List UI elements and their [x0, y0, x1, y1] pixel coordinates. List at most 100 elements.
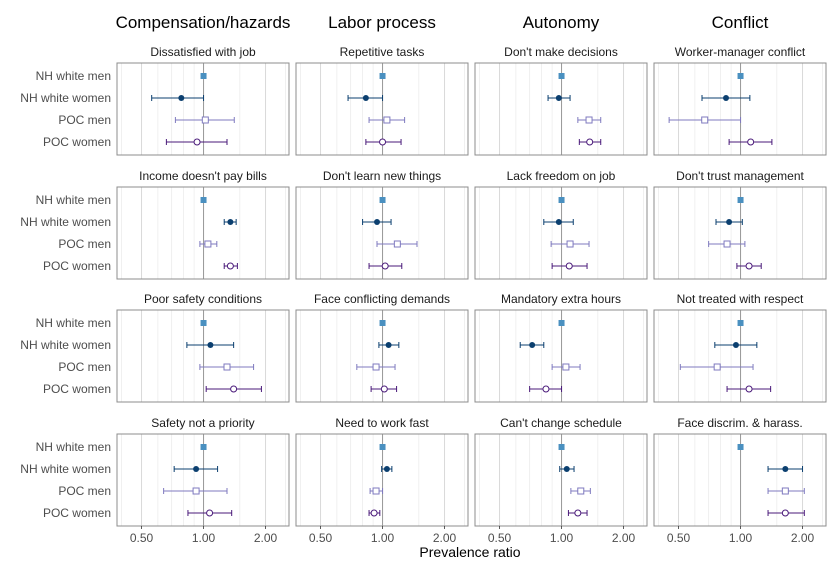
x-tick-label: 1.00	[371, 531, 395, 545]
estimate-point	[372, 487, 380, 495]
facet-panel: Repetitive tasks	[295, 45, 469, 156]
group-label: POC men	[58, 484, 111, 498]
x-axis-ticks: 0.50 1.00 2.00 0.50 1.00 2.00 0.50 1.00 2.00 0.50…	[130, 526, 815, 545]
x-tick-label: 2.00	[433, 531, 457, 545]
panel-border	[474, 186, 648, 280]
estimate-point	[200, 73, 207, 79]
estimate-point	[558, 197, 565, 203]
estimate-point	[379, 320, 386, 326]
panel-border	[653, 433, 827, 527]
column-title: Labor process	[328, 13, 436, 32]
panel-title: Safety not a priority	[151, 416, 254, 430]
estimate-point	[200, 444, 207, 450]
x-tick-label: 2.00	[254, 531, 278, 545]
estimate-point	[726, 219, 733, 225]
facet-panel: Not treated with respect	[653, 292, 827, 403]
estimate-point	[558, 73, 565, 79]
group-label: POC women	[43, 259, 111, 273]
estimate-point	[723, 240, 731, 248]
estimate-point	[207, 342, 214, 348]
column-titles: Compensation/hazards Labor process Autonom…	[116, 13, 769, 32]
facet-panel: Don't trust management	[653, 169, 827, 280]
estimate-point	[200, 197, 207, 203]
panel-title: Can't change schedule	[500, 416, 622, 430]
facet-panel: Don't learn new things	[295, 169, 469, 280]
estimate-point	[227, 219, 234, 225]
panel-border	[474, 309, 648, 403]
estimate-point	[558, 320, 565, 326]
group-label: POC men	[58, 237, 111, 251]
facet-panel: Don't make decisions	[474, 45, 648, 156]
estimate-point	[374, 219, 381, 225]
estimate-point	[223, 363, 231, 371]
panel-border	[653, 62, 827, 156]
estimate-point	[383, 116, 391, 124]
panel-border	[474, 62, 648, 156]
estimate-point	[379, 444, 386, 450]
panel-title: Lack freedom on job	[507, 169, 616, 183]
estimate-point	[566, 240, 574, 248]
estimate-point	[201, 116, 209, 124]
panel-border	[474, 433, 648, 527]
estimate-point	[782, 466, 789, 472]
estimate-point	[737, 444, 744, 450]
estimate-point	[745, 385, 753, 393]
x-tick-label: 1.00	[192, 531, 216, 545]
estimate-point	[585, 116, 593, 124]
x-tick-label: 0.50	[667, 531, 691, 545]
estimate-point	[372, 363, 380, 371]
estimate-point	[586, 138, 594, 146]
x-tick-label: 2.00	[612, 531, 636, 545]
panel-title: Not treated with respect	[677, 292, 804, 306]
estimate-point	[781, 487, 789, 495]
estimate-point	[192, 487, 200, 495]
panel-border	[295, 433, 469, 527]
estimate-point	[379, 138, 387, 146]
panel-border	[653, 186, 827, 280]
x-tick-label: 2.00	[791, 531, 815, 545]
group-label: POC women	[43, 506, 111, 520]
group-label: POC men	[58, 113, 111, 127]
estimate-point	[380, 385, 388, 393]
estimate-point	[723, 95, 730, 101]
panel-border	[653, 309, 827, 403]
estimate-point	[226, 262, 234, 270]
facet-panel: Poor safety conditions	[116, 292, 290, 403]
panel-title: Face conflicting demands	[314, 292, 450, 306]
panel-title: Don't make decisions	[504, 45, 618, 59]
estimate-point	[370, 509, 378, 517]
estimate-point	[781, 509, 789, 517]
estimate-point	[713, 363, 721, 371]
panel-title: Repetitive tasks	[340, 45, 425, 59]
estimate-point	[200, 320, 207, 326]
panel-title: Poor safety conditions	[144, 292, 262, 306]
facet-panel: Face discrim. & harass.	[653, 416, 827, 527]
panel-title: Mandatory extra hours	[501, 292, 621, 306]
x-tick-label: 0.50	[488, 531, 512, 545]
estimate-point	[732, 342, 739, 348]
group-label: NH white men	[36, 69, 111, 83]
group-label: NH white men	[36, 316, 111, 330]
estimate-point	[204, 240, 212, 248]
panel-border	[295, 186, 469, 280]
estimate-point	[562, 363, 570, 371]
x-tick-label: 1.00	[729, 531, 753, 545]
column-title: Compensation/hazards	[116, 13, 291, 32]
panel-border	[295, 62, 469, 156]
estimate-point	[383, 466, 390, 472]
estimate-point	[565, 262, 573, 270]
panel-border	[116, 309, 290, 403]
estimate-point	[737, 320, 744, 326]
panel-title: Dissatisfied with job	[150, 45, 256, 59]
facet-panel: Can't change schedule	[474, 416, 648, 527]
x-tick-label: 0.50	[309, 531, 333, 545]
group-label: NH white men	[36, 440, 111, 454]
estimate-point	[737, 197, 744, 203]
facet-panel: Dissatisfied with job	[116, 45, 290, 156]
estimate-point	[393, 240, 401, 248]
group-label: NH white men	[36, 193, 111, 207]
estimate-point	[230, 385, 238, 393]
estimate-point	[737, 73, 744, 79]
facet-panel: Safety not a priority	[116, 416, 290, 527]
